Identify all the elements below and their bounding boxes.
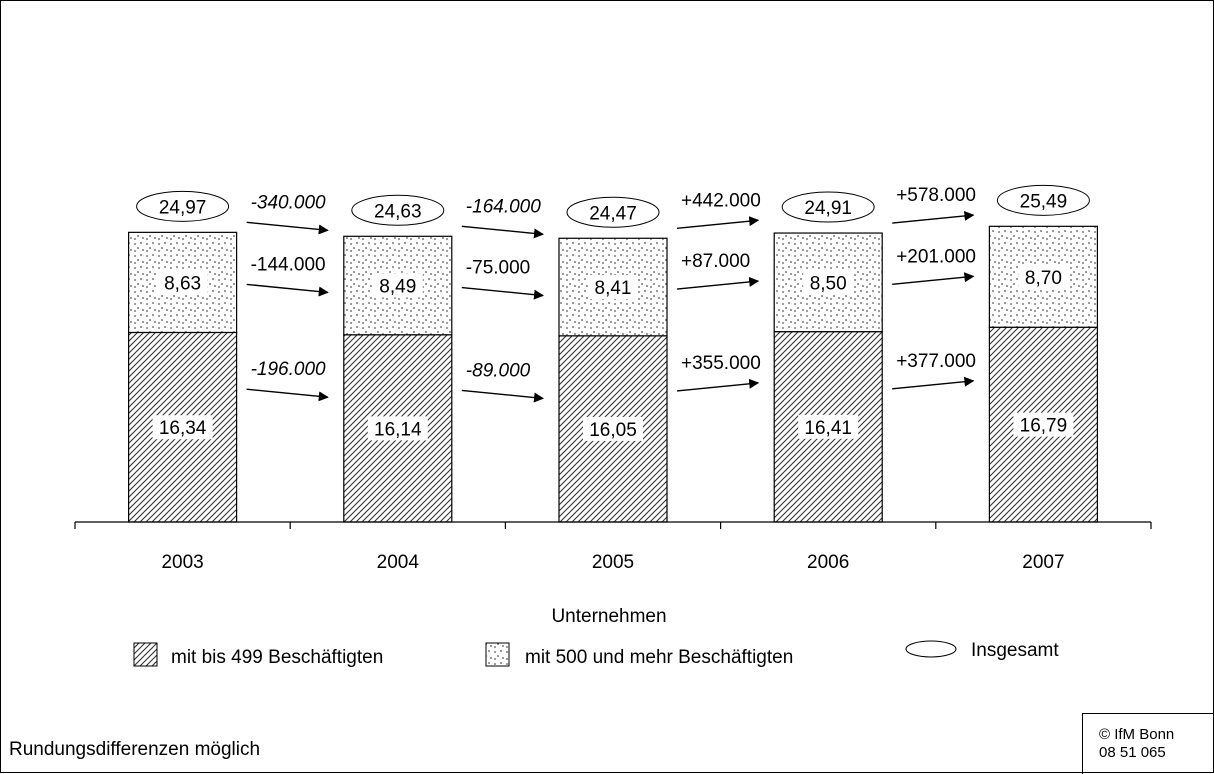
x-tick-label: 2003 xyxy=(161,552,203,573)
legend-swatch-small xyxy=(133,642,158,667)
x-tick-label: 2005 xyxy=(592,552,634,573)
change-label-large: -144.000 xyxy=(251,254,326,275)
legend: Unternehmen mit bis 499 Beschäftigten mi… xyxy=(133,606,1059,668)
credit-line-2: 08 51 065 xyxy=(1099,744,1166,761)
label-bg-small xyxy=(583,416,643,441)
total-ellipse xyxy=(351,194,445,226)
label-bg-small xyxy=(1013,412,1074,437)
change-label-small: -89.000 xyxy=(466,360,531,381)
change-arrow-total xyxy=(676,216,760,229)
total-ellipse xyxy=(566,196,660,228)
change-label-small: +377.000 xyxy=(896,351,976,372)
legend-label-small: mit bis 499 Beschäftigten xyxy=(171,647,383,668)
label-bg-small xyxy=(798,414,859,439)
data-label-small: 16,14 xyxy=(374,419,422,440)
change-arrow-large xyxy=(461,286,544,300)
data-label-large: 8,50 xyxy=(810,273,847,294)
change-label-total: -340.000 xyxy=(251,192,326,213)
change-arrow-total xyxy=(892,210,975,224)
legend-swatch-total xyxy=(905,640,957,658)
label-bg-large xyxy=(1018,264,1069,289)
label-bg-small xyxy=(152,415,213,440)
total-label: 24,47 xyxy=(589,203,637,224)
change-label-total: -164.000 xyxy=(466,196,541,217)
data-label-large: 8,49 xyxy=(379,277,416,298)
total-label: 25,49 xyxy=(1020,191,1068,212)
change-label-large: +201.000 xyxy=(896,246,976,267)
change-arrow-small xyxy=(676,378,760,392)
data-label-large: 8,63 xyxy=(164,273,201,294)
data-label-large: 8,70 xyxy=(1025,268,1062,289)
bars-layer: 16,34 8,63 24,97 16,14 8,49 24,63 16,05 8,41 24,… xyxy=(127,184,1099,523)
change-arrow-large xyxy=(246,283,329,297)
credit-box: © IfM Bonn 08 51 065 xyxy=(1082,713,1214,774)
change-label-small: -196.000 xyxy=(251,359,326,380)
data-label-small: 16,05 xyxy=(589,420,637,441)
change-arrow-small xyxy=(461,389,544,403)
change-arrows-layer: -340.000 -144.000 -196.000 -164.000 -75.000 -… xyxy=(246,185,976,403)
change-arrow-total xyxy=(461,225,544,239)
change-arrow-large xyxy=(676,276,760,290)
x-tick-label: 2006 xyxy=(807,552,849,573)
credit-line-1: © IfM Bonn xyxy=(1099,726,1175,743)
legend-swatch-large xyxy=(485,642,510,667)
change-arrow-small xyxy=(246,388,329,402)
x-tick-label: 2007 xyxy=(1022,552,1064,573)
total-label: 24,63 xyxy=(374,201,422,222)
change-label-total: +442.000 xyxy=(681,190,761,211)
change-label-total: +578.000 xyxy=(896,185,976,206)
legend-label-total: Insgesamt xyxy=(971,640,1059,661)
change-arrow-small xyxy=(892,376,975,390)
change-label-small: +355.000 xyxy=(681,353,761,374)
label-bg-large xyxy=(803,270,854,295)
data-label-small: 16,41 xyxy=(804,418,852,439)
total-label: 24,97 xyxy=(159,197,207,218)
legend-label-large: mit 500 und mehr Beschäftigten xyxy=(525,647,793,668)
data-label-small: 16,79 xyxy=(1020,416,1068,437)
x-axis: 2003 2004 2005 2006 2007 xyxy=(74,521,1152,573)
total-ellipse xyxy=(136,190,230,222)
label-bg-small xyxy=(367,416,428,441)
label-bg-large xyxy=(372,273,423,298)
data-label-small: 16,34 xyxy=(159,418,207,439)
change-arrow-total xyxy=(246,221,329,235)
total-label: 24,91 xyxy=(804,198,852,219)
change-label-large: -75.000 xyxy=(466,258,530,279)
total-ellipse xyxy=(996,184,1090,216)
total-ellipse xyxy=(781,191,875,223)
x-tick-label: 2004 xyxy=(377,552,420,573)
legend-title: Unternehmen xyxy=(551,606,666,627)
footnote: Rundungsdifferenzen möglich xyxy=(9,739,261,760)
change-arrow-large xyxy=(892,272,975,286)
change-label-large: +87.000 xyxy=(681,251,750,272)
data-label-large: 8,41 xyxy=(595,278,632,299)
label-bg-large xyxy=(157,270,208,295)
label-bg-large xyxy=(588,275,638,300)
